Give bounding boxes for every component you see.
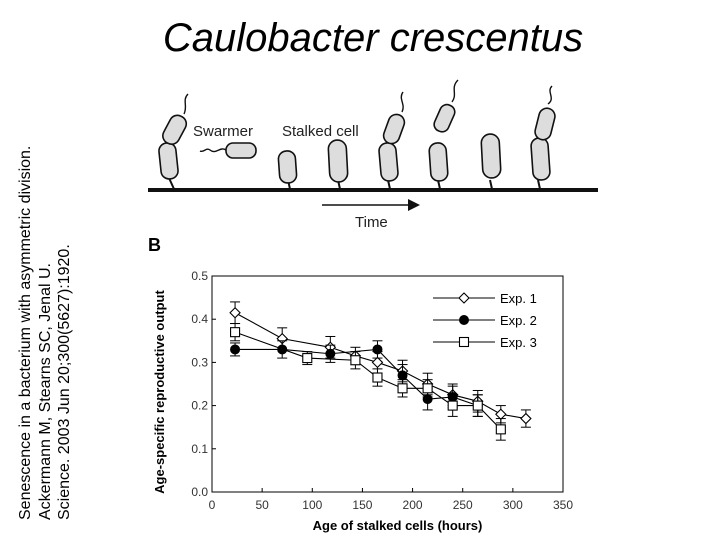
time-arrow-head xyxy=(408,199,420,211)
slide-title: Caulobacter crescentus xyxy=(162,16,584,60)
x-tick-label: 0 xyxy=(209,498,216,512)
data-point xyxy=(230,327,241,338)
time-label: Time xyxy=(355,214,388,231)
x-tick-label: 150 xyxy=(352,498,372,512)
data-point xyxy=(422,383,433,394)
data-point xyxy=(302,353,313,364)
data-point xyxy=(372,344,383,355)
data-point xyxy=(371,356,384,369)
series-exp-3 xyxy=(230,323,506,441)
data-point xyxy=(350,355,361,366)
stalked-cell-2 xyxy=(277,150,298,190)
x-axis-label: Age of stalked cells (hours) xyxy=(313,518,483,533)
data-point xyxy=(397,383,408,394)
predivisional-cell-1 xyxy=(158,93,189,190)
stalked-cell-label: Stalked cell xyxy=(282,123,359,140)
predivisional-cell-4 xyxy=(378,91,406,190)
data-point xyxy=(397,370,408,381)
y-axis-label: Age-specific reproductive output xyxy=(152,289,167,493)
x-tick-label: 250 xyxy=(453,498,473,512)
y-tick-label: 0.2 xyxy=(191,399,208,413)
swarmer-cell xyxy=(199,142,257,159)
data-point xyxy=(472,400,483,411)
data-point xyxy=(230,344,241,355)
plot-frame xyxy=(211,275,564,493)
data-point xyxy=(325,348,336,359)
y-tick-label: 0.5 xyxy=(191,269,208,283)
legend-marker xyxy=(458,292,470,304)
data-point xyxy=(520,412,532,425)
stalked-cell-6 xyxy=(480,133,502,190)
x-tick-label: 350 xyxy=(553,498,573,512)
legend-marker xyxy=(459,315,469,325)
data-point xyxy=(372,372,383,383)
legend: Exp. 1 Exp. 2 Exp. 3 xyxy=(433,291,537,350)
y-tick-label: 0.1 xyxy=(191,442,208,456)
cell-cycle-diagram xyxy=(148,79,598,211)
x-tick-label: 50 xyxy=(255,498,269,512)
legend-marker xyxy=(458,336,470,348)
stalked-cell-3 xyxy=(327,139,349,190)
data-point xyxy=(229,306,241,319)
x-tick-label: 200 xyxy=(403,498,423,512)
y-tick-label: 0.4 xyxy=(191,312,208,326)
stalked-cell-5 xyxy=(428,79,459,190)
data-point xyxy=(447,400,458,411)
reproductive-output-chart: 0 50 100 150 200 250 300 350 0.0 0.1 0.2 0.3 0.4 0.5 A… xyxy=(152,269,573,533)
panel-b-label: B xyxy=(148,235,161,255)
legend-entry: Exp. 3 xyxy=(500,335,537,350)
legend-entry: Exp. 1 xyxy=(500,291,537,306)
data-point xyxy=(495,408,507,421)
series-exp-1 xyxy=(229,301,532,428)
x-tick-label: 300 xyxy=(503,498,523,512)
legend-entry: Exp. 2 xyxy=(500,313,537,328)
swarmer-label: Swarmer xyxy=(193,123,253,140)
x-tick-label: 100 xyxy=(302,498,322,512)
y-tick-label: 0.3 xyxy=(191,355,208,369)
predivisional-cell-7 xyxy=(530,85,556,190)
y-tick-label: 0.0 xyxy=(191,485,208,499)
data-point xyxy=(495,424,506,435)
